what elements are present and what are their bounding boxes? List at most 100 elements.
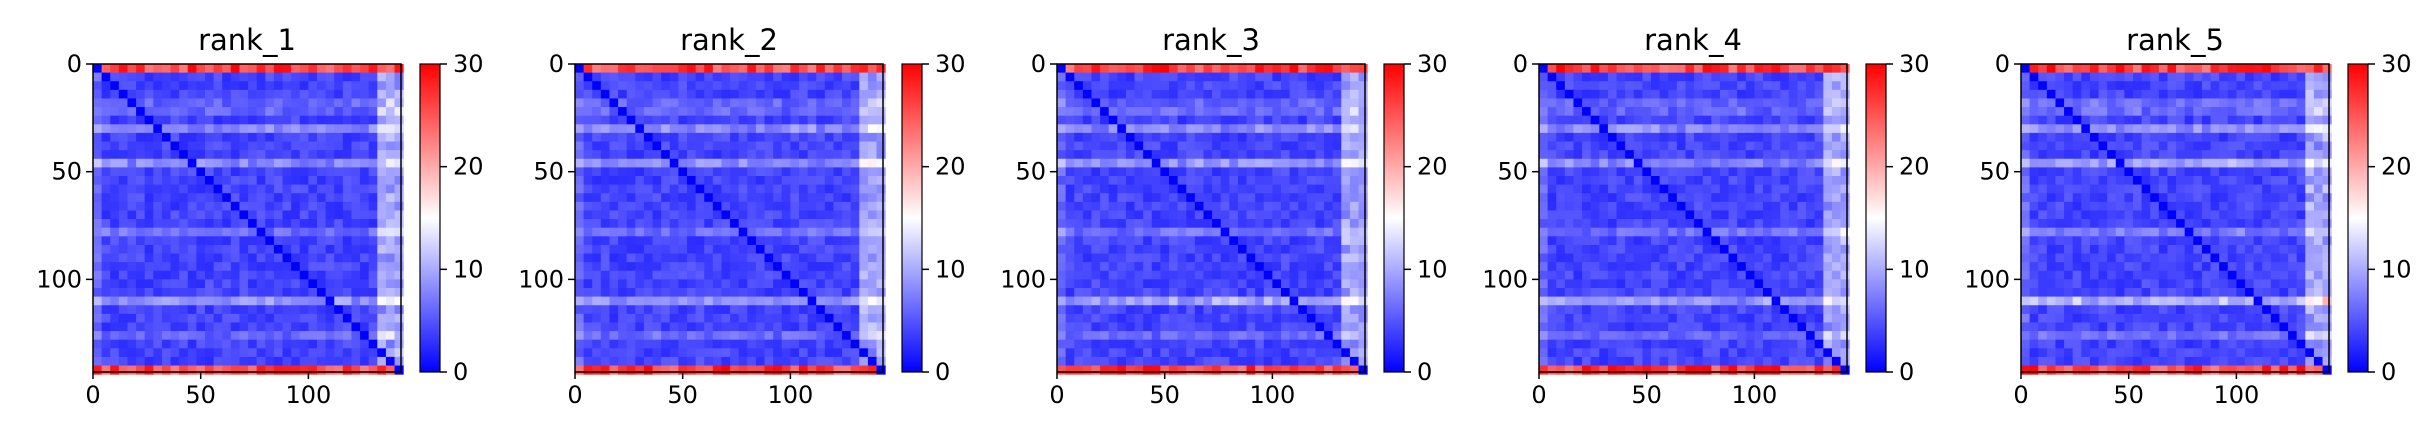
y-tick-label: 0 bbox=[67, 50, 82, 78]
heatmap-cell bbox=[161, 107, 172, 117]
heatmap-cell bbox=[1203, 167, 1213, 177]
heatmap-cell bbox=[1582, 253, 1592, 263]
heatmap-cell bbox=[101, 279, 111, 289]
heatmap-cell bbox=[1134, 158, 1144, 168]
heatmap-cell bbox=[1780, 124, 1790, 134]
heatmap-cell bbox=[368, 193, 378, 203]
heatmap-cell bbox=[773, 331, 783, 341]
heatmap-cell bbox=[368, 64, 378, 74]
heatmap-cell bbox=[205, 193, 215, 203]
heatmap-cell bbox=[1737, 98, 1747, 108]
heatmap-cell bbox=[1074, 219, 1084, 229]
heatmap-cell bbox=[661, 107, 671, 117]
heatmap-cell bbox=[317, 219, 327, 229]
heatmap-cell bbox=[213, 124, 223, 134]
heatmap-cell bbox=[1281, 141, 1291, 151]
heatmap-cell bbox=[1315, 339, 1325, 349]
heatmap-cell bbox=[850, 64, 860, 74]
heatmap-cell bbox=[1177, 270, 1187, 280]
heatmap-cell bbox=[170, 339, 180, 349]
heatmap-cell bbox=[222, 236, 232, 246]
heatmap-cell bbox=[1676, 262, 1686, 272]
heatmap-cell bbox=[196, 288, 206, 298]
heatmap-cell bbox=[1659, 89, 1669, 99]
heatmap-cell bbox=[342, 167, 352, 177]
heatmap-cell bbox=[230, 339, 240, 349]
heatmap-cell bbox=[859, 339, 869, 349]
heatmap-cell bbox=[205, 331, 215, 341]
heatmap-cell bbox=[1702, 89, 1712, 99]
heatmap-cell bbox=[626, 331, 636, 341]
heatmap-cell bbox=[1556, 64, 1566, 74]
heatmap-cell bbox=[248, 184, 258, 194]
heatmap-cell bbox=[695, 331, 705, 341]
heatmap-cell bbox=[1607, 167, 1618, 177]
heatmap-cell bbox=[308, 348, 318, 358]
heatmap-cell bbox=[144, 158, 154, 168]
heatmap-cell bbox=[368, 72, 378, 82]
heatmap-cell bbox=[799, 89, 809, 99]
heatmap-cell bbox=[781, 244, 791, 255]
heatmap-cell bbox=[773, 150, 783, 160]
heatmap-cell bbox=[1186, 365, 1196, 375]
heatmap-cell bbox=[738, 150, 748, 160]
heatmap-cell bbox=[118, 313, 128, 323]
heatmap-cell bbox=[1117, 270, 1127, 280]
heatmap-cell bbox=[583, 124, 593, 134]
heatmap-cell bbox=[618, 356, 628, 367]
heatmap-cell bbox=[652, 339, 662, 349]
heatmap-cell bbox=[695, 313, 705, 323]
heatmap-cell bbox=[1332, 141, 1342, 151]
heatmap-cell bbox=[1573, 184, 1583, 194]
heatmap-cell bbox=[1573, 115, 1583, 125]
heatmap-cell bbox=[1358, 141, 1368, 151]
heatmap-cell bbox=[1788, 150, 1798, 160]
heatmap-cell bbox=[1814, 201, 1824, 211]
heatmap-cell bbox=[360, 81, 370, 91]
heatmap-cell bbox=[1272, 115, 1282, 125]
heatmap-cell bbox=[1091, 107, 1101, 117]
heatmap-cell bbox=[592, 236, 602, 246]
heatmap-cell bbox=[730, 210, 740, 220]
heatmap-cell bbox=[652, 81, 662, 91]
heatmap-cell bbox=[1737, 124, 1747, 134]
heatmap-cell bbox=[1754, 89, 1764, 99]
heatmap-cell bbox=[334, 115, 344, 125]
heatmap-cell bbox=[1651, 236, 1661, 246]
heatmap-cell bbox=[842, 244, 852, 255]
heatmap-cell bbox=[1633, 227, 1643, 237]
heatmap-cell bbox=[291, 288, 301, 298]
heatmap-cell bbox=[1547, 176, 1557, 186]
heatmap-cell bbox=[1134, 339, 1144, 349]
heatmap-cell bbox=[661, 167, 671, 177]
heatmap-cell bbox=[1177, 339, 1187, 349]
heatmap-cell bbox=[850, 115, 860, 125]
heatmap-cell bbox=[790, 262, 800, 272]
heatmap-cell bbox=[1341, 64, 1351, 74]
heatmap-cell bbox=[308, 132, 318, 143]
heatmap-cell bbox=[626, 81, 636, 91]
heatmap-cell bbox=[1797, 124, 1807, 134]
heatmap-cell bbox=[1074, 279, 1084, 289]
heatmap-cell bbox=[1082, 107, 1092, 117]
heatmap-cell bbox=[850, 72, 860, 82]
heatmap-cell bbox=[1332, 279, 1342, 289]
heatmap-cell bbox=[773, 305, 783, 315]
heatmap-cell bbox=[1306, 219, 1316, 229]
heatmap-cell bbox=[1625, 107, 1635, 117]
heatmap-cell bbox=[1134, 331, 1144, 341]
heatmap-cell bbox=[1160, 64, 1170, 74]
heatmap-cell bbox=[351, 322, 361, 332]
heatmap-cell bbox=[1694, 270, 1704, 280]
heatmap-cell bbox=[196, 339, 206, 349]
heatmap-cell bbox=[1229, 253, 1239, 263]
heatmap-cell bbox=[385, 124, 396, 134]
heatmap-cell bbox=[661, 98, 671, 108]
heatmap-cell bbox=[661, 141, 671, 151]
heatmap-cell bbox=[187, 253, 197, 263]
heatmap-cell bbox=[308, 158, 318, 168]
heatmap-cell bbox=[265, 288, 275, 298]
heatmap-cell bbox=[1633, 89, 1643, 99]
heatmap-cell bbox=[351, 115, 361, 125]
heatmap-cell bbox=[1349, 201, 1360, 211]
